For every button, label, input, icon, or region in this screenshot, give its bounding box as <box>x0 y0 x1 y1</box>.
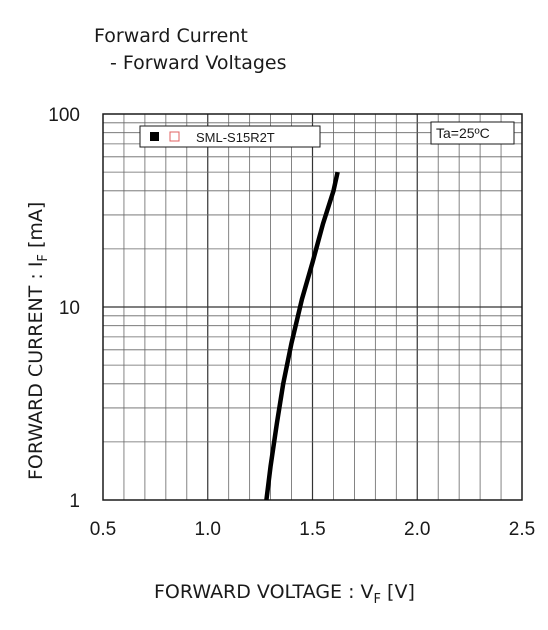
annotation: Ta=25ºC <box>430 121 515 145</box>
y-tick-label: 100 <box>48 105 80 126</box>
x-tick-label: 0.5 <box>90 519 116 540</box>
chart-title-line2: - Forward Voltages <box>110 52 287 74</box>
legend: SML-S15R2T <box>139 125 321 148</box>
x-tick-label: 1.0 <box>195 519 221 540</box>
x-tick-label: 1.5 <box>299 519 325 540</box>
grid <box>103 114 522 500</box>
legend-box <box>139 125 321 148</box>
chart-title-line1: Forward Current <box>94 25 248 47</box>
x-tick-labels: 0.5 1.0 1.5 2.0 2.5 <box>90 519 535 540</box>
plot-frame <box>102 113 523 501</box>
series-line <box>264 171 340 501</box>
x-tick-label: 2.5 <box>509 519 535 540</box>
legend-filled-marker <box>150 132 159 141</box>
y-tick-labels: 1 10 100 <box>48 105 80 512</box>
legend-open-marker <box>169 131 180 142</box>
annotation-text: Ta=25ºC <box>436 125 490 141</box>
y-tick-label: 1 <box>69 491 80 512</box>
x-tick-label: 2.0 <box>404 519 430 540</box>
legend-label: SML-S15R2T <box>196 130 275 145</box>
x-axis-label: FORWARD VOLTAGE : VF [V] <box>154 581 415 607</box>
y-axis-label: FORWARD CURRENT : IF [mA] <box>25 202 51 480</box>
y-tick-label: 10 <box>59 298 80 319</box>
annotation-box <box>430 121 515 145</box>
